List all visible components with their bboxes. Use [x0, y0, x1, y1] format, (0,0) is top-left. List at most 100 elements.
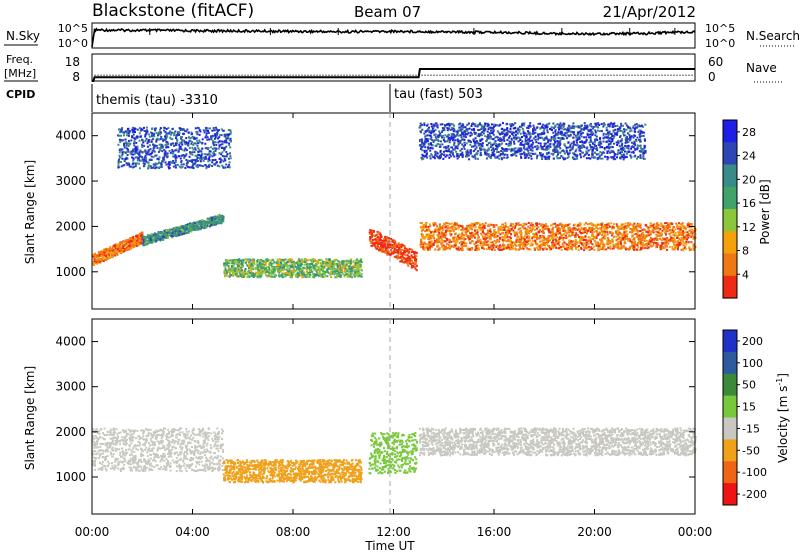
scatter-cell	[120, 130, 123, 133]
scatter-cell	[454, 243, 457, 246]
scatter-cell	[305, 268, 308, 271]
scatter-cell	[634, 243, 637, 246]
scatter-cell	[165, 229, 168, 232]
scatter-cell	[123, 164, 126, 167]
scatter-cell	[121, 242, 124, 245]
scatter-cell	[591, 231, 593, 234]
scatter-cell	[163, 148, 166, 151]
scatter-cell	[191, 159, 194, 162]
scatter-cell	[251, 259, 254, 262]
scatter-cell	[493, 239, 496, 242]
scatter-cell	[332, 267, 335, 269]
scatter-cell	[685, 242, 688, 245]
scatter-cell	[189, 152, 192, 155]
scatter-cell	[311, 264, 314, 267]
scatter-cell	[407, 264, 410, 267]
scatter-cell	[375, 242, 378, 244]
scatter-cell	[210, 135, 213, 138]
scatter-cell	[470, 222, 473, 225]
scatter-cell	[396, 245, 399, 248]
scatter-cell	[175, 229, 177, 232]
scatter-cell	[551, 230, 554, 233]
scatter-cell	[574, 246, 577, 249]
scatter-cell	[126, 147, 129, 150]
scatter-cell	[217, 220, 220, 222]
scatter-cell	[196, 222, 199, 225]
scatter-cell	[481, 234, 484, 237]
scatter-cell	[690, 235, 693, 238]
scatter-cell	[201, 165, 204, 168]
scatter-cell	[191, 228, 194, 231]
scatter-cell	[305, 270, 308, 273]
scatter-cell	[235, 259, 237, 262]
scatter-cell	[639, 226, 642, 229]
scatter-cell	[482, 228, 485, 231]
scatter-cell	[300, 258, 303, 261]
scatter-cell	[410, 251, 413, 253]
scatter-cell	[449, 229, 452, 232]
scatter-cell	[562, 236, 565, 239]
scatter-cell	[436, 241, 439, 244]
scatter-cell	[131, 244, 134, 247]
scatter-cell	[213, 144, 216, 147]
scatter-cell	[319, 272, 322, 275]
scatter-cell	[649, 226, 652, 229]
scatter-cell	[436, 225, 438, 228]
scatter-cell	[210, 146, 213, 149]
scatter-cell	[542, 244, 545, 247]
scatter-cell	[636, 234, 639, 237]
scatter-cell	[640, 238, 643, 240]
scatter-cell	[548, 239, 551, 242]
scatter-cell	[571, 248, 574, 251]
scatter-cell	[360, 263, 363, 266]
cpid-label-themis: themis (tau) -3310	[96, 93, 218, 108]
scatter-cell	[284, 273, 287, 276]
scatter-cell	[651, 225, 654, 228]
scatter-cell	[282, 266, 284, 269]
scatter-cell	[652, 241, 655, 244]
scatter-cell	[617, 244, 620, 247]
scatter-cell	[296, 267, 299, 270]
scatter-cell	[671, 229, 674, 232]
scatter-cell	[446, 227, 449, 230]
scatter-cell	[291, 276, 294, 279]
scatter-cell	[231, 273, 234, 276]
scatter-cell	[181, 230, 184, 233]
scatter-cell	[187, 141, 190, 144]
scatter-cell	[390, 250, 393, 253]
scatter-cell	[391, 245, 394, 248]
scatter-cell	[224, 262, 227, 265]
scatter-cell	[130, 150, 133, 153]
scatter-cell	[419, 240, 422, 243]
scatter-cell	[530, 228, 533, 231]
scatter-cell	[220, 219, 223, 222]
scatter-cell	[536, 237, 538, 240]
scatter-cell	[522, 242, 525, 245]
scatter-cell	[517, 222, 520, 225]
scatter-cell	[536, 246, 539, 249]
scatter-cell	[280, 266, 283, 269]
scatter-cell	[525, 231, 528, 234]
scatter-cell	[383, 243, 385, 246]
scatter-cell	[123, 243, 126, 246]
scatter-cell	[534, 236, 537, 239]
scatter-cell	[677, 225, 679, 228]
scatter-cell	[94, 259, 97, 261]
scatter-cell	[132, 235, 135, 238]
scatter-cell	[174, 130, 177, 133]
scatter-cell	[373, 230, 375, 233]
scatter-cell	[448, 222, 451, 225]
scatter-cell	[487, 235, 490, 238]
scatter-cell	[265, 274, 268, 277]
scatter-cell	[136, 234, 139, 237]
scatter-cell	[229, 146, 232, 149]
scatter-cell	[423, 246, 426, 249]
scatter-cell	[122, 250, 125, 253]
scatter-cell	[214, 133, 217, 136]
scatter-cell	[156, 137, 159, 140]
scatter-cell	[223, 155, 226, 158]
scatter-cell	[310, 271, 313, 273]
scatter-cell	[161, 236, 163, 239]
scatter-cell	[315, 265, 318, 268]
scatter-cell	[134, 146, 137, 148]
